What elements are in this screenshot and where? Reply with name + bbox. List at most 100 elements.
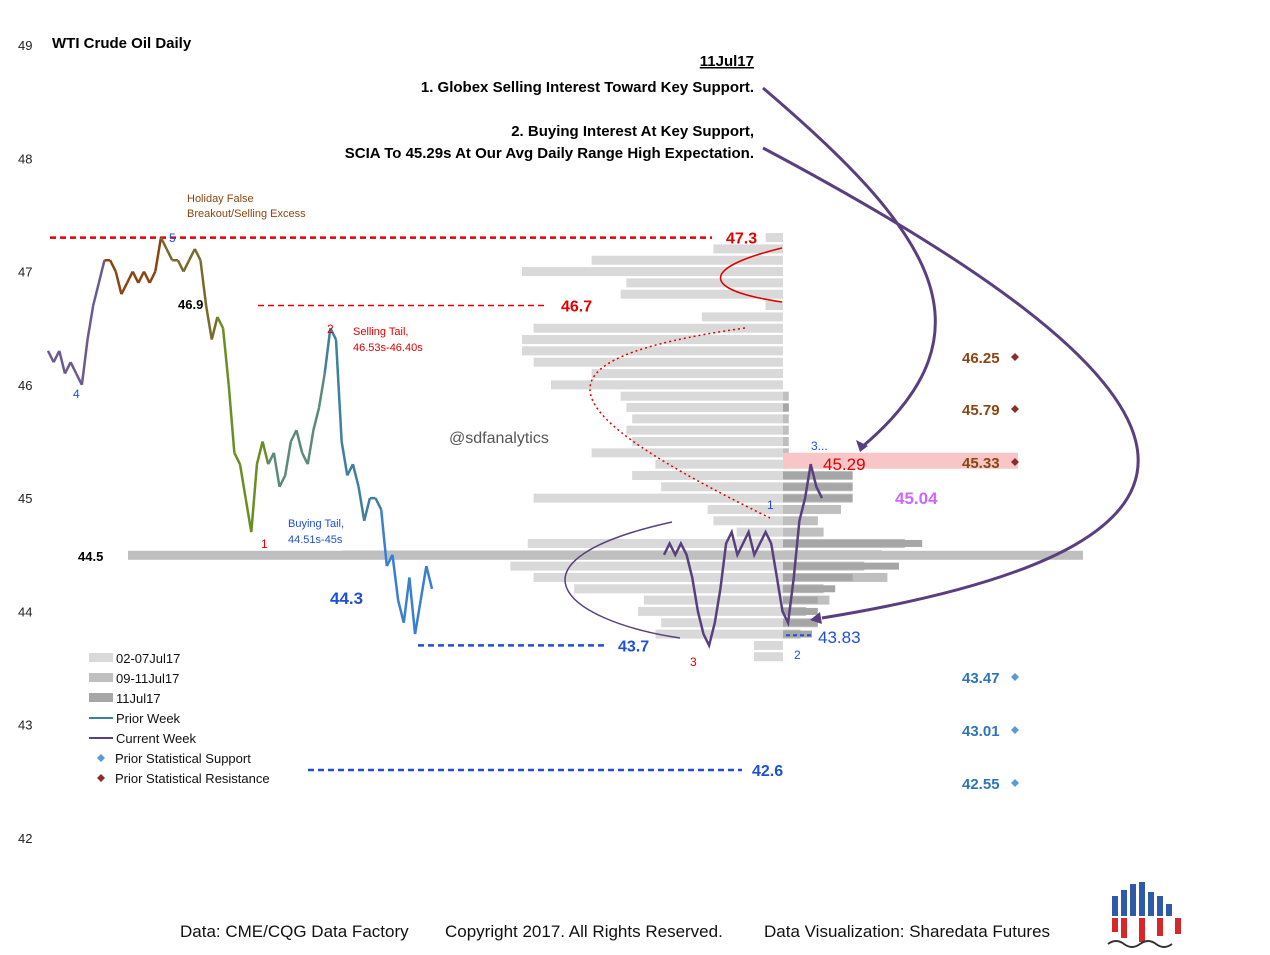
prior-week-segment xyxy=(63,361,72,375)
profile-bar-prior xyxy=(591,448,783,458)
legend: 02-07Jul17 09-11Jul17 11Jul17 Prior Week Cur… xyxy=(89,651,270,786)
profile-bar-today xyxy=(783,573,853,581)
y-tick-45: 45 xyxy=(18,491,32,506)
resistance-marker xyxy=(1011,458,1019,466)
legend-swatch xyxy=(97,754,105,762)
holiday-annotation-b: Breakout/Selling Excess xyxy=(187,208,306,220)
legend-label: 09-11Jul17 xyxy=(116,671,179,686)
swing-1a: 1 xyxy=(261,537,268,551)
prior-week-segment xyxy=(199,260,208,306)
prior-week-segment xyxy=(204,305,213,340)
prior-week-segment xyxy=(233,452,242,465)
profile-bar-prior xyxy=(765,301,783,311)
profile-bar-prior xyxy=(754,640,783,650)
footer-viz: Data Visualization: Sharedata Futures xyxy=(764,922,1051,941)
prior-week-segment xyxy=(137,271,146,284)
prior-week-segment xyxy=(80,339,89,386)
profile-bar-prior xyxy=(765,233,783,243)
profile-bar-prior xyxy=(736,527,783,537)
profile-bar-prior xyxy=(620,391,783,401)
resistance-label: 45.79 xyxy=(962,402,1000,419)
profile-bar-prior xyxy=(626,403,783,413)
prior-week-segment xyxy=(334,339,343,442)
prior-week-segment xyxy=(306,429,315,465)
profile-bar-prior xyxy=(510,561,783,571)
prior-week-segment xyxy=(272,452,281,488)
footer-source: Data: CME/CQG Data Factory xyxy=(180,922,409,941)
purple-curve xyxy=(564,521,681,639)
profile-bar-prior xyxy=(522,335,783,345)
label-46-9: 46.9 xyxy=(178,297,203,312)
profile-bar-prior xyxy=(713,516,783,526)
level-label-47.3: 47.3 xyxy=(726,231,757,248)
prior-week-segment xyxy=(255,441,264,465)
prior-week-segment xyxy=(289,429,298,443)
prior-week-segment xyxy=(312,407,321,431)
statistical-levels: 46.25 45.79 45.33 43.47 43.01 42.55 xyxy=(962,350,1019,793)
level-label-42.6: 42.6 xyxy=(752,763,783,780)
holiday-annotation-a: Holiday False xyxy=(187,193,254,205)
legend-label: Prior Week xyxy=(116,711,181,726)
buying-tail-a: Buying Tail, xyxy=(288,518,344,530)
profile-bar-prior xyxy=(533,572,783,582)
swing-4: 4 xyxy=(73,387,80,401)
label-45-29: 45.29 xyxy=(823,455,866,474)
arrow-1-head xyxy=(856,440,868,452)
profile-bar-prior xyxy=(632,414,783,424)
note-line-1: 1. Globex Selling Interest Toward Key Su… xyxy=(421,79,754,96)
note-line-2a: 2. Buying Interest At Key Support, xyxy=(511,123,754,140)
prior-week-segment xyxy=(97,259,106,284)
profile-bar-prior xyxy=(591,255,783,265)
y-tick-42: 42 xyxy=(18,831,32,846)
profile-bar-poc-right xyxy=(783,550,1083,560)
volume-profile xyxy=(128,233,1083,662)
chart-title: WTI Crude Oil Daily xyxy=(52,35,192,52)
swing-5: 5 xyxy=(169,231,176,245)
selling-tail-b: 46.53s-46.40s xyxy=(353,342,423,354)
buying-tail-b: 44.51s-45s xyxy=(288,534,343,546)
prior-week-segment xyxy=(216,316,225,329)
profile-bar-prior xyxy=(626,278,783,288)
red-dotted-curve xyxy=(589,327,771,519)
y-tick-46: 46 xyxy=(18,378,32,393)
support-label: 43.47 xyxy=(962,670,1000,687)
profile-bar-prior xyxy=(655,629,783,639)
profile-bar-today xyxy=(783,562,899,570)
profile-bar-prior xyxy=(713,244,783,254)
footer-copyright: Copyright 2017. All Rights Reserved. xyxy=(445,922,723,941)
selling-tail-a: Selling Tail, xyxy=(353,326,408,338)
prior-week-segment xyxy=(154,237,163,272)
profile-bar-today xyxy=(783,596,818,604)
arrow-2-head xyxy=(810,612,822,624)
profile-bar-prior xyxy=(533,493,783,503)
profile-bar-current xyxy=(783,437,789,446)
profile-bar-today xyxy=(783,619,818,627)
prior-week-segment xyxy=(148,271,157,284)
price-levels: 47.3 46.7 44.5 43.7 42.6 xyxy=(50,231,1018,780)
profile-bar-current xyxy=(783,504,841,514)
prior-week-segment xyxy=(317,373,326,408)
profile-bar-today xyxy=(783,494,853,502)
prior-week-segment xyxy=(193,248,202,261)
legend-label: 11Jul17 xyxy=(116,691,161,706)
profile-bar-prior xyxy=(661,482,783,492)
support-label: 43.01 xyxy=(962,723,1000,740)
prior-week-segment xyxy=(346,463,355,477)
profile-bar-prior xyxy=(522,346,783,356)
swing-1b: 1 xyxy=(767,498,774,512)
prior-week-segment xyxy=(374,497,383,511)
prior-week-segment xyxy=(69,361,78,375)
prior-week-segment xyxy=(210,316,219,340)
arrow-2-path xyxy=(762,146,1140,620)
profile-bar-prior xyxy=(632,470,783,480)
level-label-46.7: 46.7 xyxy=(561,299,592,316)
profile-bar-prior xyxy=(754,652,783,662)
profile-bar-prior xyxy=(533,357,783,367)
prior-week-segment xyxy=(391,554,400,601)
y-axis: 49 48 47 46 45 44 43 42 xyxy=(18,38,32,846)
profile-bar-today xyxy=(783,539,923,547)
prior-week-segment xyxy=(363,497,372,522)
prior-week-segment xyxy=(261,441,270,465)
prior-week-segment xyxy=(165,248,174,261)
